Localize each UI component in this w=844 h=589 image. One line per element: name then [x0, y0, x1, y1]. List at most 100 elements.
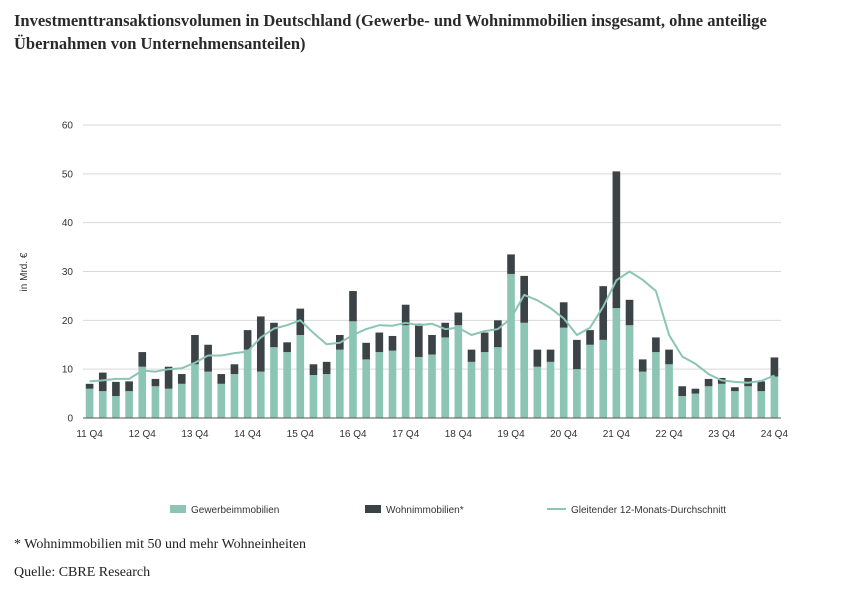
- bar-gewerbe: [520, 322, 529, 418]
- bar-gewerbe: [85, 388, 94, 418]
- bar-gewerbe: [480, 352, 489, 418]
- bar-gewerbe: [415, 356, 423, 418]
- bar-wohnen: [98, 372, 107, 392]
- x-tick-label: 18 Q4: [445, 429, 473, 440]
- bar-gewerbe: [309, 375, 318, 418]
- bar-gewerbe: [112, 396, 120, 418]
- bar-wohnen: [546, 349, 555, 362]
- average-line: [89, 270, 775, 384]
- bar-gewerbe: [125, 391, 133, 418]
- y-tick-label: 40: [62, 218, 74, 229]
- bar-gewerbe: [494, 347, 502, 418]
- bar-wohnen: [467, 349, 476, 362]
- bar-gewerbe: [204, 371, 212, 418]
- y-axis-label: in Mrd. €: [19, 252, 30, 291]
- bar-wohnen: [177, 374, 186, 384]
- bar-gewerbe: [691, 393, 700, 418]
- bar-wohnen: [454, 312, 463, 326]
- bar-gewerbe: [151, 386, 160, 418]
- moving-average-line: [89, 270, 775, 384]
- bar-wohnen: [322, 361, 331, 375]
- x-tick-label: 20 Q4: [550, 429, 578, 440]
- bar-wohnen: [388, 335, 397, 351]
- x-tick-label: 23 Q4: [708, 429, 736, 440]
- bar-wohnen: [770, 357, 779, 377]
- bar-wohnen: [507, 254, 515, 274]
- bar-wohnen: [520, 275, 529, 323]
- bar-wohnen: [125, 381, 133, 392]
- x-axis-ticks: 11 Q4 12 Q4 13 Q4 14 Q4 15 Q4 16 Q4 17 Q4 18 Q4…: [76, 429, 788, 440]
- bar-wohnen: [428, 334, 436, 355]
- bar-wohnen: [164, 366, 173, 389]
- bar-wohnen: [230, 364, 239, 375]
- x-tick-label: 22 Q4: [655, 429, 683, 440]
- bar-gewerbe: [467, 361, 476, 418]
- bar-gewerbe: [335, 349, 344, 418]
- chart-title: Investmenttransaktionsvolumen in Deutsch…: [14, 11, 767, 53]
- x-tick-label: 19 Q4: [497, 429, 525, 440]
- bar-gewerbe: [98, 391, 107, 418]
- bar-wohnen: [415, 323, 423, 357]
- legend: Gewerbeimmobilien Wohnimmobilien* Gleite…: [170, 505, 726, 516]
- bar-gewerbe: [704, 386, 713, 418]
- bar-gewerbe: [533, 366, 542, 418]
- bar-gewerbe: [322, 374, 331, 418]
- bar-wohnen: [191, 334, 199, 365]
- bar-gewerbe: [217, 383, 226, 418]
- bar-gewerbe: [191, 364, 199, 418]
- bar-wohnen: [270, 322, 278, 348]
- bars: [85, 171, 779, 418]
- bar-wohnen: [217, 374, 226, 384]
- bar-gewerbe: [586, 344, 594, 418]
- bar-wohnen: [691, 388, 700, 394]
- bar-wohnen: [625, 299, 634, 326]
- legend-label-gewerbe: Gewerbeimmobilien: [191, 505, 279, 516]
- bar-wohnen: [612, 171, 621, 309]
- bar-wohnen: [283, 342, 291, 353]
- x-tick-label: 15 Q4: [287, 429, 315, 440]
- bar-wohnen: [494, 320, 502, 348]
- bar-wohnen: [559, 302, 568, 328]
- source-note: Quelle: CBRE Research: [14, 565, 151, 580]
- gridlines: [83, 124, 781, 370]
- y-tick-label: 0: [67, 414, 73, 425]
- bar-wohnen: [243, 330, 252, 350]
- bar-wohnen: [704, 378, 713, 387]
- x-tick-label: 11 Q4: [76, 429, 103, 440]
- bar-gewerbe: [138, 366, 147, 418]
- bar-wohnen: [401, 304, 410, 326]
- legend-label-average: Gleitender 12-Monats-Durchschnitt: [571, 505, 726, 516]
- bar-gewerbe: [559, 327, 568, 418]
- bar-gewerbe: [599, 339, 608, 418]
- bar-gewerbe: [401, 325, 410, 418]
- bar-wohnen: [678, 386, 687, 397]
- footnote: * Wohnimmobilien mit 50 und mehr Wohnein…: [14, 537, 306, 552]
- bar-wohnen: [638, 359, 647, 372]
- bar-wohnen: [296, 308, 305, 335]
- bar-wohnen: [375, 332, 384, 353]
- bar-wohnen: [573, 339, 581, 370]
- bar-gewerbe: [388, 350, 397, 418]
- bar-gewerbe: [625, 325, 634, 418]
- bar-gewerbe: [177, 383, 186, 418]
- bar-gewerbe: [441, 337, 449, 418]
- bar-wohnen: [138, 352, 147, 367]
- legend-swatch-wohnen: [365, 505, 381, 513]
- bar-wohnen: [204, 344, 212, 372]
- legend-swatch-gewerbe: [170, 505, 186, 513]
- bar-wohnen: [665, 349, 673, 365]
- bar-gewerbe: [744, 386, 752, 418]
- bar-gewerbe: [349, 321, 357, 418]
- bar-wohnen: [349, 291, 357, 322]
- bar-wohnen: [309, 364, 318, 376]
- bar-wohnen: [652, 337, 660, 353]
- y-tick-label: 10: [62, 365, 74, 376]
- x-tick-label: 24 Q4: [761, 429, 789, 440]
- bar-gewerbe: [678, 396, 687, 418]
- bar-gewerbe: [164, 388, 173, 418]
- x-tick-label: 12 Q4: [129, 429, 157, 440]
- y-tick-label: 50: [62, 169, 74, 180]
- bar-gewerbe: [507, 273, 515, 418]
- bar-gewerbe: [731, 391, 739, 418]
